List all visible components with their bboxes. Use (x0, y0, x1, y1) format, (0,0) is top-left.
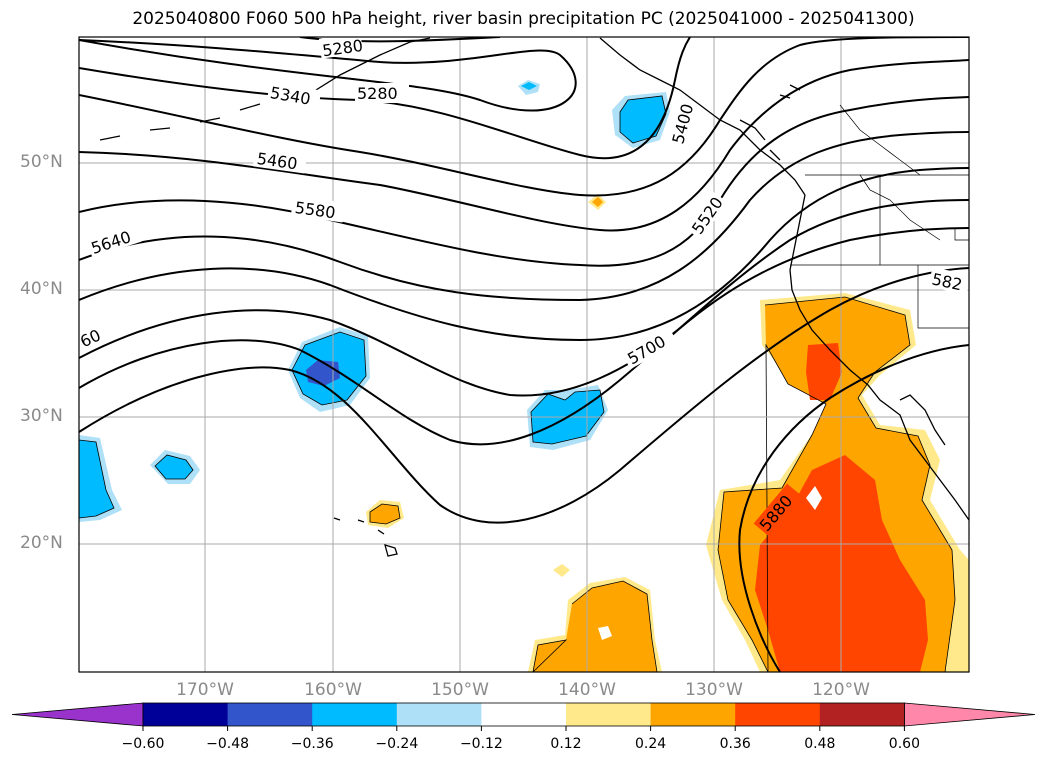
colorbar-tick-label: 0.36 (719, 736, 751, 752)
political-borders (790, 104, 969, 329)
colorbar-tick-label: 0.24 (635, 736, 667, 752)
lon-label: 170°W (176, 680, 234, 700)
height-contours (79, 37, 969, 672)
map-title: 2025040800 F060 500 hPa height, river ba… (132, 9, 915, 29)
lon-label: 130°W (685, 680, 743, 700)
contour-label: 5280 (357, 84, 398, 103)
colorbar-tick-label: −0.60 (121, 736, 165, 752)
graticule (79, 37, 969, 672)
lon-label: 150°W (431, 680, 489, 700)
colorbar-tick-label: −0.36 (290, 736, 334, 752)
colorbar-tick-label: −0.48 (206, 736, 250, 752)
lon-label: 160°W (304, 680, 362, 700)
lat-label: 50°N (20, 152, 63, 172)
colorbar-tick-label: 0.12 (550, 736, 582, 752)
precip-negative-anomaly (79, 80, 670, 522)
colorbar-tick-label: −0.12 (459, 736, 503, 752)
lat-label: 30°N (20, 406, 63, 426)
contour-label: 5280 (321, 36, 364, 60)
lon-label: 140°W (558, 680, 616, 700)
lat-label: 40°N (20, 279, 63, 299)
colorbar-tick-label: −0.24 (375, 736, 419, 752)
precip-outlines (79, 95, 956, 672)
lat-label: 20°N (20, 533, 63, 553)
map-frame (78, 36, 970, 673)
lon-label: 120°W (812, 680, 870, 700)
colorbar-tick-label: 0.60 (888, 736, 920, 752)
colorbar-tick-label: 0.48 (804, 736, 836, 752)
